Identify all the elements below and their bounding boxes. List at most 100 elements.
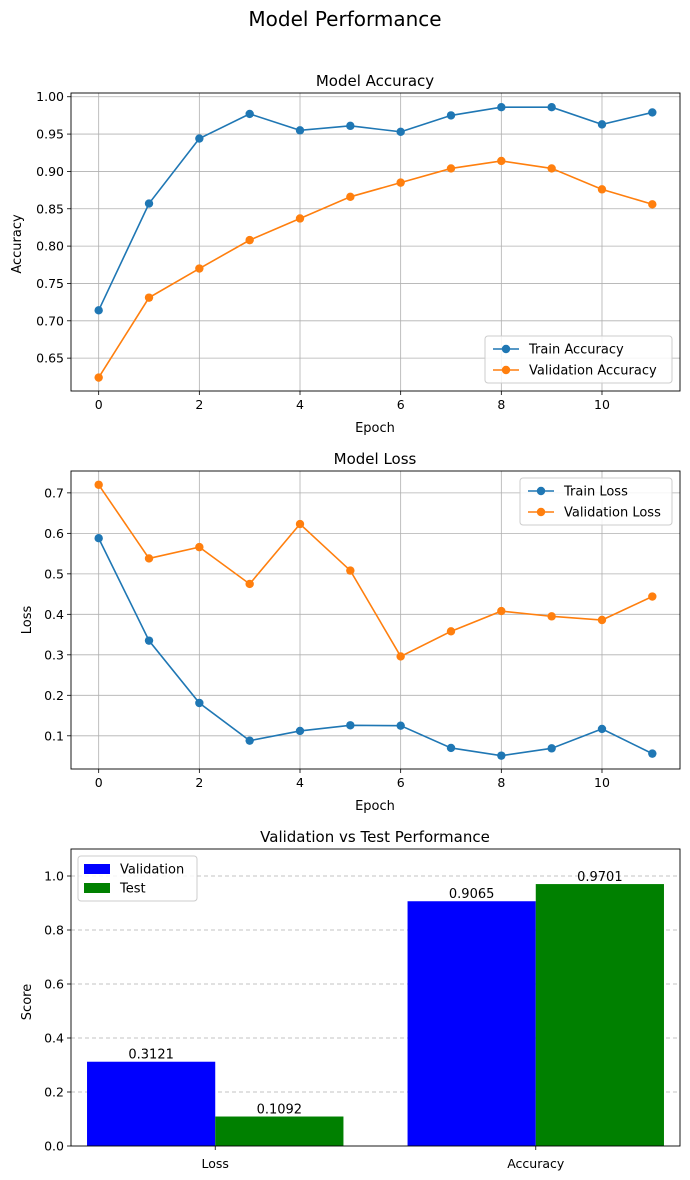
validation-loss-point	[195, 542, 204, 552]
train-loss-point	[346, 721, 355, 730]
validation-accuracy-point	[295, 214, 305, 223]
validation-loss-point	[597, 615, 607, 625]
loss-y-tick-label: 0.4	[44, 607, 64, 622]
loss-y-axis-label: Loss	[20, 606, 35, 635]
test-legend-swatch	[84, 883, 110, 893]
validation-loss-legend-marker	[536, 507, 546, 517]
accuracy-y-tick-label: 1.00	[36, 89, 64, 104]
train-accuracy-legend-label: Train Accuracy	[528, 343, 624, 358]
score-y-tick-label: 1.0	[44, 869, 64, 884]
test-bar-accuracy	[535, 884, 664, 1146]
accuracy-legend: Train Accuracy Validation Accuracy	[484, 335, 673, 384]
validation-loss-point	[94, 480, 103, 489]
accuracy-x-tick-label: 6	[397, 397, 405, 412]
train-accuracy-point	[245, 109, 254, 119]
accuracy-x-tick-label: 10	[594, 397, 610, 412]
accuracy-legend-box	[484, 335, 673, 384]
test-data-label-accuracy: 0.9701	[577, 870, 623, 885]
validation-accuracy-point	[144, 293, 154, 302]
loss-y-tick-label: 0.7	[44, 485, 64, 500]
comparison-bar-chart: Validation vs Test Performance Score 0.3…	[20, 828, 681, 1171]
validation-loss-point	[648, 592, 657, 601]
accuracy-grid	[71, 93, 680, 391]
validation-loss-point	[396, 652, 405, 661]
accuracy-x-tick-label: 8	[497, 397, 505, 412]
test-data-label-loss: 0.1092	[257, 1103, 303, 1118]
accuracy-x-tick-label: 2	[195, 397, 203, 412]
validation-accuracy-point	[648, 200, 657, 209]
validation-legend-swatch	[84, 864, 110, 874]
train-accuracy-legend-marker	[501, 344, 511, 354]
accuracy-chart-title: Model Accuracy	[316, 72, 434, 90]
accuracy-y-tick-label: 0.85	[36, 201, 64, 216]
accuracy-y-axis-label: Accuracy	[10, 214, 25, 274]
validation-accuracy-point	[396, 178, 405, 187]
train-loss-point	[94, 534, 103, 543]
loss-x-tick-label: 4	[296, 775, 304, 790]
test-legend-label: Test	[119, 882, 146, 897]
validation-loss-point	[245, 579, 254, 589]
train-accuracy-line	[97, 106, 653, 311]
loss-legend: Train Loss Validation Loss	[519, 477, 673, 526]
score-y-tick-label: 0.2	[44, 1085, 64, 1100]
loss-x-tick-label: 10	[594, 775, 610, 790]
score-y-tick-label: 0.0	[44, 1139, 64, 1154]
validation-loss-line	[98, 484, 653, 658]
accuracy-y-tick-label: 0.80	[36, 239, 64, 254]
score-y-tick-label: 0.4	[44, 1031, 64, 1046]
validation-bar-loss	[87, 1061, 216, 1146]
validation-accuracy-point	[245, 235, 254, 245]
train-loss-point	[497, 751, 506, 760]
validation-loss-legend-label: Validation Loss	[564, 506, 661, 521]
validation-loss-point	[295, 519, 305, 529]
validation-accuracy-point	[195, 264, 204, 273]
accuracy-y-tick-label: 0.70	[36, 313, 64, 328]
train-accuracy-point	[597, 120, 607, 129]
validation-loss-point	[547, 612, 556, 621]
validation-loss-point	[144, 554, 154, 563]
loss-chart-title: Model Loss	[334, 450, 417, 468]
validation-accuracy-point	[497, 156, 506, 166]
comparison-chart-title: Validation vs Test Performance	[260, 828, 490, 846]
train-loss-point	[295, 726, 305, 736]
train-loss-line	[97, 537, 653, 757]
loss-x-tick-label: 8	[497, 775, 505, 790]
loss-x-tick-label: 2	[195, 775, 203, 790]
loss-y-tick-label: 0.5	[44, 566, 64, 581]
train-loss-legend-marker	[536, 486, 546, 496]
train-accuracy-point	[195, 134, 204, 143]
train-accuracy-point	[446, 111, 456, 120]
accuracy-x-axis-label: Epoch	[355, 421, 395, 436]
validation-accuracy-legend-label: Validation Accuracy	[529, 364, 657, 379]
validation-accuracy-point	[597, 185, 607, 194]
validation-accuracy-point	[547, 164, 556, 173]
train-loss-point	[245, 736, 254, 745]
accuracy-chart: Model Accuracy Epoch Accuracy 0 2 4 6 8 10 0.6…	[10, 72, 681, 436]
train-loss-point	[597, 724, 607, 734]
validation-accuracy-point	[94, 373, 103, 382]
train-accuracy-point	[648, 108, 657, 117]
train-accuracy-point	[396, 127, 405, 137]
train-loss-point	[396, 721, 405, 730]
validation-bar-accuracy	[407, 901, 536, 1146]
train-accuracy-point	[94, 306, 103, 315]
validation-data-label-loss: 0.3121	[128, 1048, 174, 1063]
validation-accuracy-point	[346, 192, 355, 202]
validation-legend-label: Validation	[120, 863, 184, 878]
train-loss-point	[648, 749, 657, 758]
loss-y-tick-label: 0.3	[44, 647, 64, 662]
validation-loss-point	[346, 566, 355, 575]
accuracy-y-tick-label: 0.65	[36, 351, 64, 366]
train-loss-point	[547, 744, 556, 753]
train-loss-point	[446, 743, 456, 753]
accuracy-y-tick-label: 0.75	[36, 276, 64, 291]
accuracy-y-tick-label: 0.90	[36, 164, 64, 179]
loss-y-tick-label: 0.1	[44, 728, 64, 743]
figure-title: Model Performance	[248, 7, 441, 31]
validation-accuracy-line	[98, 160, 653, 378]
loss-legend-box	[519, 477, 673, 526]
loss-plot-frame	[70, 470, 681, 770]
train-accuracy-point	[346, 121, 355, 131]
accuracy-y-tick-label: 0.95	[36, 127, 64, 142]
